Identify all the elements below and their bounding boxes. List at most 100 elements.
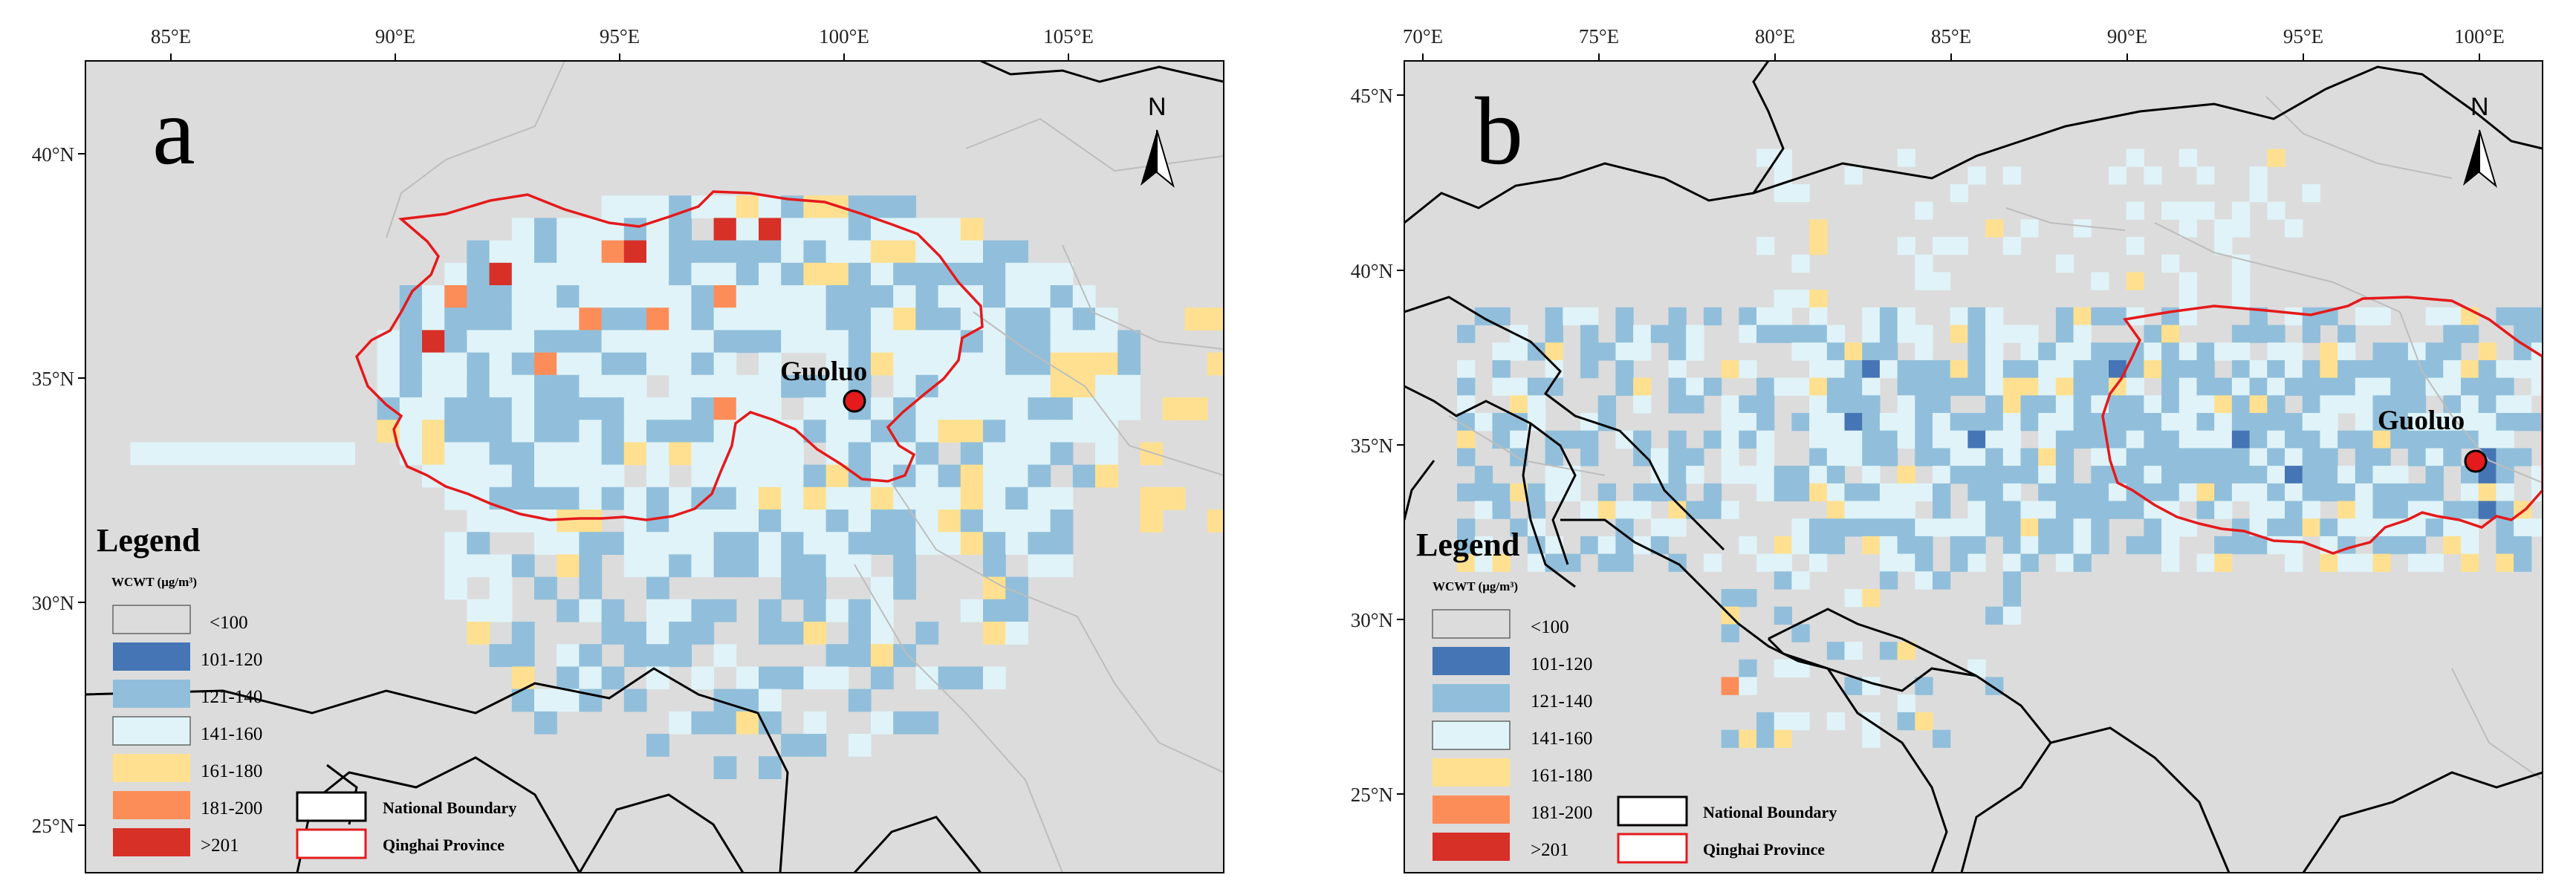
grid-cell <box>2161 325 2180 343</box>
legend-subtitle: WCWT (μg/m³) <box>1433 579 1518 593</box>
grid-cell <box>983 464 1006 488</box>
grid-cell <box>1563 430 1581 449</box>
grid-cell <box>2514 413 2532 432</box>
grid-cell <box>489 374 513 398</box>
grid-cell <box>2002 359 2022 379</box>
grid-cell <box>2337 466 2356 484</box>
grid-cell <box>399 442 423 466</box>
grid-cell <box>646 486 669 510</box>
grid-cell <box>1457 483 1476 502</box>
grid-cell <box>579 330 603 354</box>
grid-cell <box>1950 359 1968 379</box>
grid-cell <box>1580 342 1599 361</box>
panel-a-x-tick: 100°E <box>819 25 869 48</box>
grid-cell <box>1985 466 2004 484</box>
grid-cell <box>915 330 939 354</box>
grid-cell <box>2144 448 2162 466</box>
grid-cell <box>2109 501 2127 519</box>
grid-cell <box>1897 501 1915 519</box>
grid-cell <box>781 734 804 757</box>
grid-cell <box>2161 553 2180 572</box>
grid-cell <box>579 442 603 466</box>
grid-cell <box>1879 518 1898 537</box>
grid-cell <box>2425 448 2444 466</box>
grid-cell <box>2144 466 2162 484</box>
legend-swatch-gt201 <box>113 828 190 856</box>
grid-cell <box>759 352 782 376</box>
grid-cell <box>1545 307 1563 326</box>
grid-cell <box>2020 448 2039 466</box>
grid-cell <box>2337 518 2356 537</box>
grid-cell <box>2249 377 2268 396</box>
grid-cell <box>2285 536 2303 555</box>
grid-cell <box>938 285 961 308</box>
grid-cell <box>848 644 872 667</box>
grid-cell <box>2091 307 2109 326</box>
grid-cell <box>579 352 603 376</box>
grid-cell <box>1457 430 1476 449</box>
grid-cell <box>1028 352 1051 376</box>
grid-cell <box>2020 377 2039 396</box>
grid-cell <box>960 464 984 488</box>
grid-cell <box>467 262 490 286</box>
grid-cell <box>803 195 827 218</box>
grid-cell <box>2214 219 2233 238</box>
grid-cell <box>2267 430 2285 449</box>
grid-cell <box>2144 395 2162 414</box>
grid-cell <box>2091 413 2109 432</box>
grid-cell <box>623 420 647 443</box>
grid-cell <box>1474 413 1493 432</box>
grid-cell <box>736 285 759 308</box>
grid-cell <box>1162 397 1186 420</box>
grid-cell <box>1774 466 1792 484</box>
grid-cell <box>2126 448 2144 466</box>
grid-cell <box>1809 377 1828 396</box>
grid-cell <box>983 599 1006 622</box>
grid-cell <box>871 352 894 376</box>
grid-cell <box>736 330 759 354</box>
grid-cell <box>915 510 939 533</box>
grid-cell <box>2337 483 2356 502</box>
grid-cell <box>1844 518 1863 537</box>
grid-cell <box>938 218 961 241</box>
grid-cell <box>377 330 400 354</box>
grid-cell <box>2231 290 2251 308</box>
grid-cell <box>1985 307 2004 326</box>
grid-cell <box>713 240 737 264</box>
grid-cell <box>893 374 916 398</box>
grid-cell <box>759 622 782 645</box>
grid-cell <box>2390 536 2409 555</box>
grid-cell <box>1580 536 1599 555</box>
grid-cell <box>2231 377 2251 396</box>
grid-cell <box>1756 483 1775 502</box>
grid-cell <box>825 554 849 578</box>
grid-cell <box>1967 518 1986 537</box>
grid-cell <box>1184 397 1208 420</box>
grid-cell <box>983 442 1006 466</box>
grid-cell <box>2073 342 2092 361</box>
grid-cell <box>2161 483 2180 502</box>
legend-title: Legend <box>1416 527 1519 563</box>
grid-cell <box>467 622 490 645</box>
panel-b-y-tick: 30°N <box>1351 609 1393 631</box>
grid-cell <box>848 262 872 286</box>
grid-cell <box>1897 483 1915 502</box>
legend-label: >201 <box>201 836 239 856</box>
grid-cell <box>803 397 827 420</box>
grid-cell <box>669 240 692 264</box>
grid-cell <box>983 622 1006 645</box>
panel-a-y-tick: 25°N <box>32 815 74 837</box>
panel-a-legend: Legend WCWT (μg/m³) <100 101-120 121-140… <box>97 522 516 859</box>
grid-cell <box>1791 342 1810 361</box>
grid-cell <box>1140 486 1164 510</box>
grid-cell <box>960 599 984 622</box>
grid-cell <box>2531 307 2543 326</box>
grid-cell <box>1510 377 1528 396</box>
grid-cell <box>1756 413 1775 432</box>
grid-cell <box>1597 342 1616 361</box>
grid-cell <box>2073 395 2092 414</box>
grid-cell <box>2161 466 2180 484</box>
grid-cell <box>2337 430 2356 449</box>
grid-cell <box>2196 466 2215 484</box>
grid-cell <box>2496 377 2514 396</box>
